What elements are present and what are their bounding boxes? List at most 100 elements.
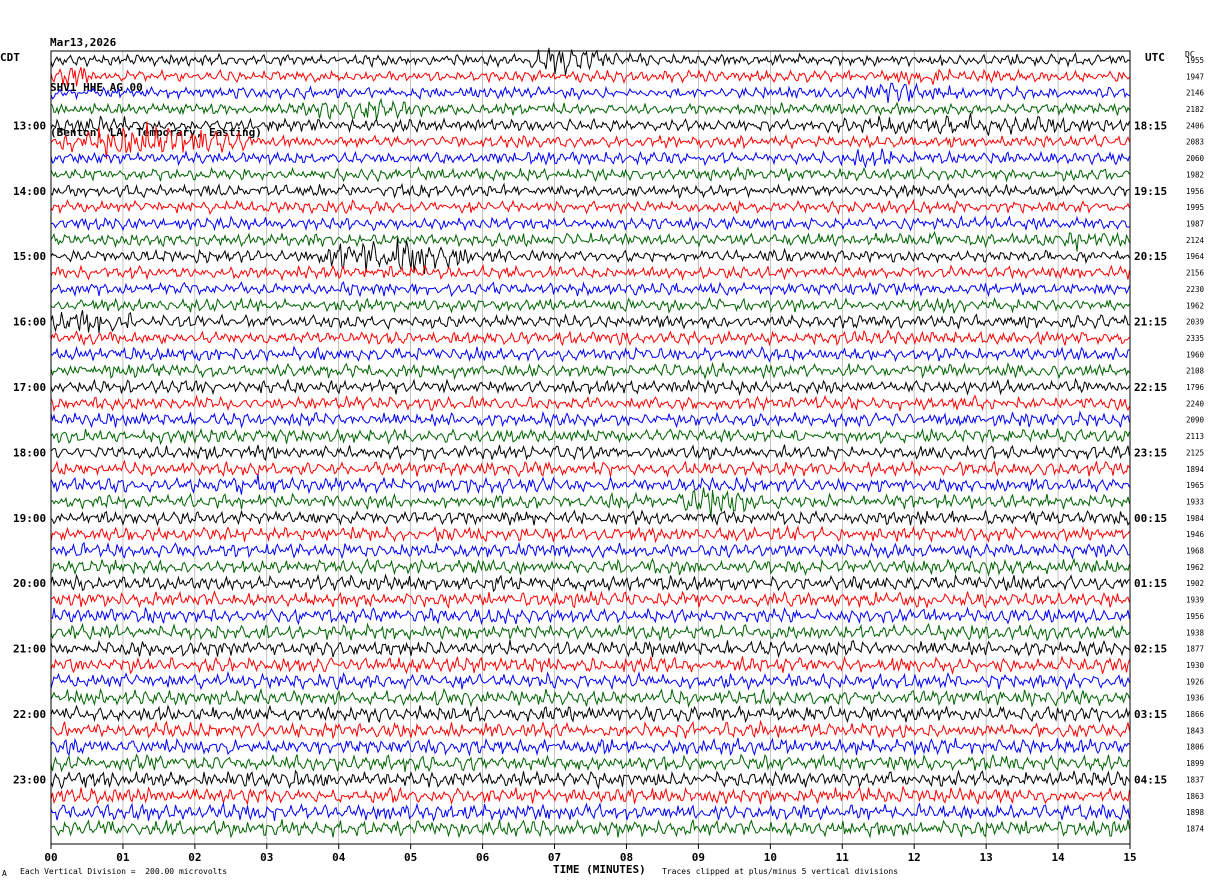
left-hour-label: 21:00	[13, 643, 46, 656]
seismogram-trace-42	[50, 737, 1130, 757]
corner-mark: A	[2, 869, 7, 878]
dc-offset-label: 1938	[1186, 628, 1205, 637]
x-tick-label-12: 12	[908, 851, 921, 864]
seismogram-trace-3	[50, 97, 1130, 121]
x-tick-label-07: 07	[548, 851, 561, 864]
dc-offset-label: 2108	[1186, 367, 1205, 376]
seismogram-trace-9	[50, 198, 1130, 216]
x-tick-label-09: 09	[692, 851, 705, 864]
right-hour-label: 04:15	[1134, 773, 1167, 786]
left-hour-label: 18:00	[13, 446, 46, 459]
x-tick-label-10: 10	[764, 851, 777, 864]
dc-offset-label: 1874	[1186, 824, 1205, 833]
seismogram-trace-34	[50, 606, 1130, 626]
dc-offset-label: 1898	[1186, 808, 1205, 817]
dc-offset-label: 1930	[1186, 661, 1205, 670]
left-hour-label: 22:00	[13, 708, 46, 721]
dc-offset-label: 1837	[1186, 775, 1204, 784]
dc-offset-label: 2182	[1186, 105, 1204, 114]
dc-offset-label: 1962	[1186, 563, 1204, 572]
left-hour-label: 16:00	[13, 316, 46, 329]
x-tick-label-06: 06	[476, 851, 490, 864]
right-hour-label: 01:15	[1134, 577, 1167, 590]
dc-offset-label: 1947	[1186, 72, 1204, 81]
dc-offset-label: 1806	[1186, 743, 1205, 752]
right-hour-label: 02:15	[1134, 643, 1167, 656]
dc-offset-label: 1946	[1186, 530, 1205, 539]
dc-offset-label: 1902	[1186, 579, 1204, 588]
seismogram-trace-21	[50, 394, 1130, 412]
seismogram-trace-18	[50, 345, 1130, 363]
dc-label: DC	[1185, 50, 1195, 59]
x-tick-label-05: 05	[404, 851, 417, 864]
dc-offset-label: 2230	[1186, 285, 1205, 294]
x-tick-label-00: 00	[44, 851, 57, 864]
seismogram-trace-39	[50, 687, 1130, 708]
x-axis-title: TIME (MINUTES)	[553, 863, 646, 876]
seismogram-trace-19	[50, 361, 1130, 381]
left-hour-label: 23:00	[13, 773, 46, 786]
dc-offset-label: 2083	[1186, 138, 1204, 147]
seismogram-trace-12	[50, 237, 1130, 274]
seismogram-trace-2	[50, 82, 1130, 103]
dc-offset-label: 2113	[1186, 432, 1204, 441]
left-hour-label: 13:00	[13, 119, 46, 132]
x-tick-label-15: 15	[1123, 851, 1136, 864]
seismogram-trace-26	[50, 474, 1130, 495]
x-tick-label-04: 04	[332, 851, 346, 864]
right-hour-label: 19:15	[1134, 185, 1167, 198]
x-tick-label-13: 13	[980, 851, 993, 864]
dc-offset-label: 1968	[1186, 547, 1205, 556]
seismogram-trace-6	[50, 148, 1130, 169]
dc-offset-label: 1899	[1186, 759, 1204, 768]
seismogram-trace-17	[50, 329, 1130, 347]
left-hour-label: 20:00	[13, 577, 46, 590]
dc-offset-label: 1962	[1186, 301, 1204, 310]
dc-offset-label: 1894	[1186, 465, 1205, 474]
dc-offset-label: 1964	[1186, 252, 1205, 261]
right-hour-label: 03:15	[1134, 708, 1167, 721]
scale-note: Each Vertical Division = 200.00 microvol…	[20, 867, 228, 876]
seismogram-trace-29	[50, 524, 1130, 544]
seismogram-trace-40	[50, 704, 1130, 724]
seismogram-trace-1	[50, 67, 1130, 87]
seismogram-trace-46	[50, 801, 1130, 822]
dc-offset-label: 2060	[1186, 154, 1205, 163]
dc-offset-label: 2124	[1186, 236, 1205, 245]
dc-offset-label: 1956	[1186, 612, 1205, 621]
dc-offset-label: 1984	[1186, 514, 1205, 523]
dc-offset-label: 1956	[1186, 187, 1205, 196]
seismogram-trace-15	[50, 296, 1130, 314]
dc-offset-label: 1936	[1186, 694, 1205, 703]
plot-frame	[50, 50, 1131, 845]
dc-offset-label: 1960	[1186, 350, 1205, 359]
x-tick-label-11: 11	[836, 851, 850, 864]
seismogram-trace-44	[50, 769, 1130, 790]
dc-offset-label: 2125	[1186, 448, 1204, 457]
seismogram-trace-22	[50, 410, 1130, 429]
seismogram-trace-38	[50, 670, 1130, 691]
dc-offset-label: 1933	[1186, 497, 1204, 506]
seismogram-trace-33	[50, 590, 1130, 609]
seismogram-trace-24	[50, 444, 1130, 462]
seismogram-trace-32	[50, 573, 1130, 593]
dc-offset-label: 1796	[1186, 383, 1205, 392]
right-hour-label: 20:15	[1134, 250, 1167, 263]
seismogram-trace-5	[50, 121, 1130, 160]
left-hour-label: 14:00	[13, 185, 46, 198]
x-tick-label-02: 02	[188, 851, 201, 864]
seismogram-trace-14	[50, 281, 1130, 298]
seismogram-trace-0	[50, 47, 1130, 76]
right-hour-label: 21:15	[1134, 316, 1167, 329]
dc-offset-label: 1995	[1186, 203, 1204, 212]
seismogram-trace-45	[50, 785, 1130, 806]
seismogram-trace-30	[50, 541, 1130, 560]
dc-offset-label: 1843	[1186, 726, 1204, 735]
right-timezone-label: UTC	[1145, 51, 1165, 64]
seismogram-traces	[50, 47, 1130, 839]
seismogram-trace-8	[50, 182, 1130, 200]
dc-offset-label: 1866	[1186, 710, 1205, 719]
dc-offset-label: 1955	[1186, 56, 1204, 65]
dc-offset-label: 1982	[1186, 170, 1204, 179]
